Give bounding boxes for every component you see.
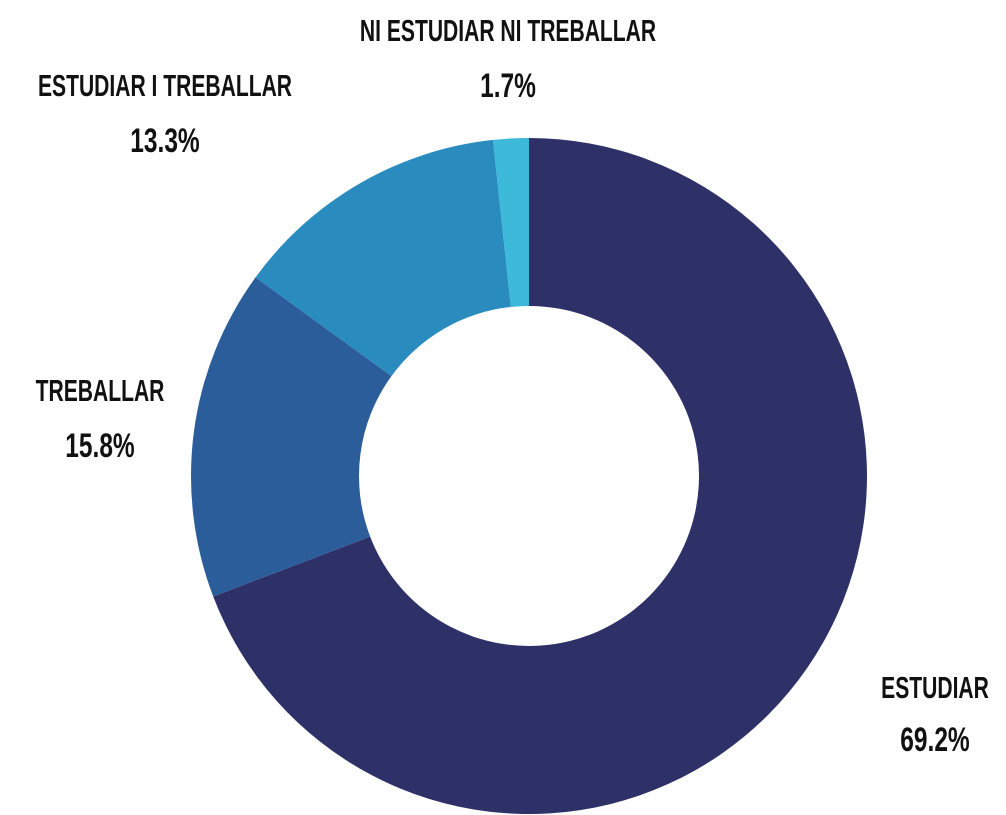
slice-value-label: 13.3% <box>130 122 199 160</box>
slice-label: ESTUDIAR I TREBALLAR <box>38 68 292 103</box>
donut-slice <box>255 139 511 377</box>
donut-slice <box>190 277 392 597</box>
slice-value-label: 69.2% <box>900 721 969 759</box>
slice-value-label: 1.7% <box>480 67 536 105</box>
slice-label: NI ESTUDIAR NI TREBALLAR <box>360 13 656 48</box>
donut-slice <box>213 138 867 814</box>
donut-slice <box>492 138 529 307</box>
slice-label: ESTUDIAR <box>881 670 989 705</box>
slice-value-label: 15.8% <box>65 427 134 465</box>
slice-label: TREBALLAR <box>36 373 165 408</box>
